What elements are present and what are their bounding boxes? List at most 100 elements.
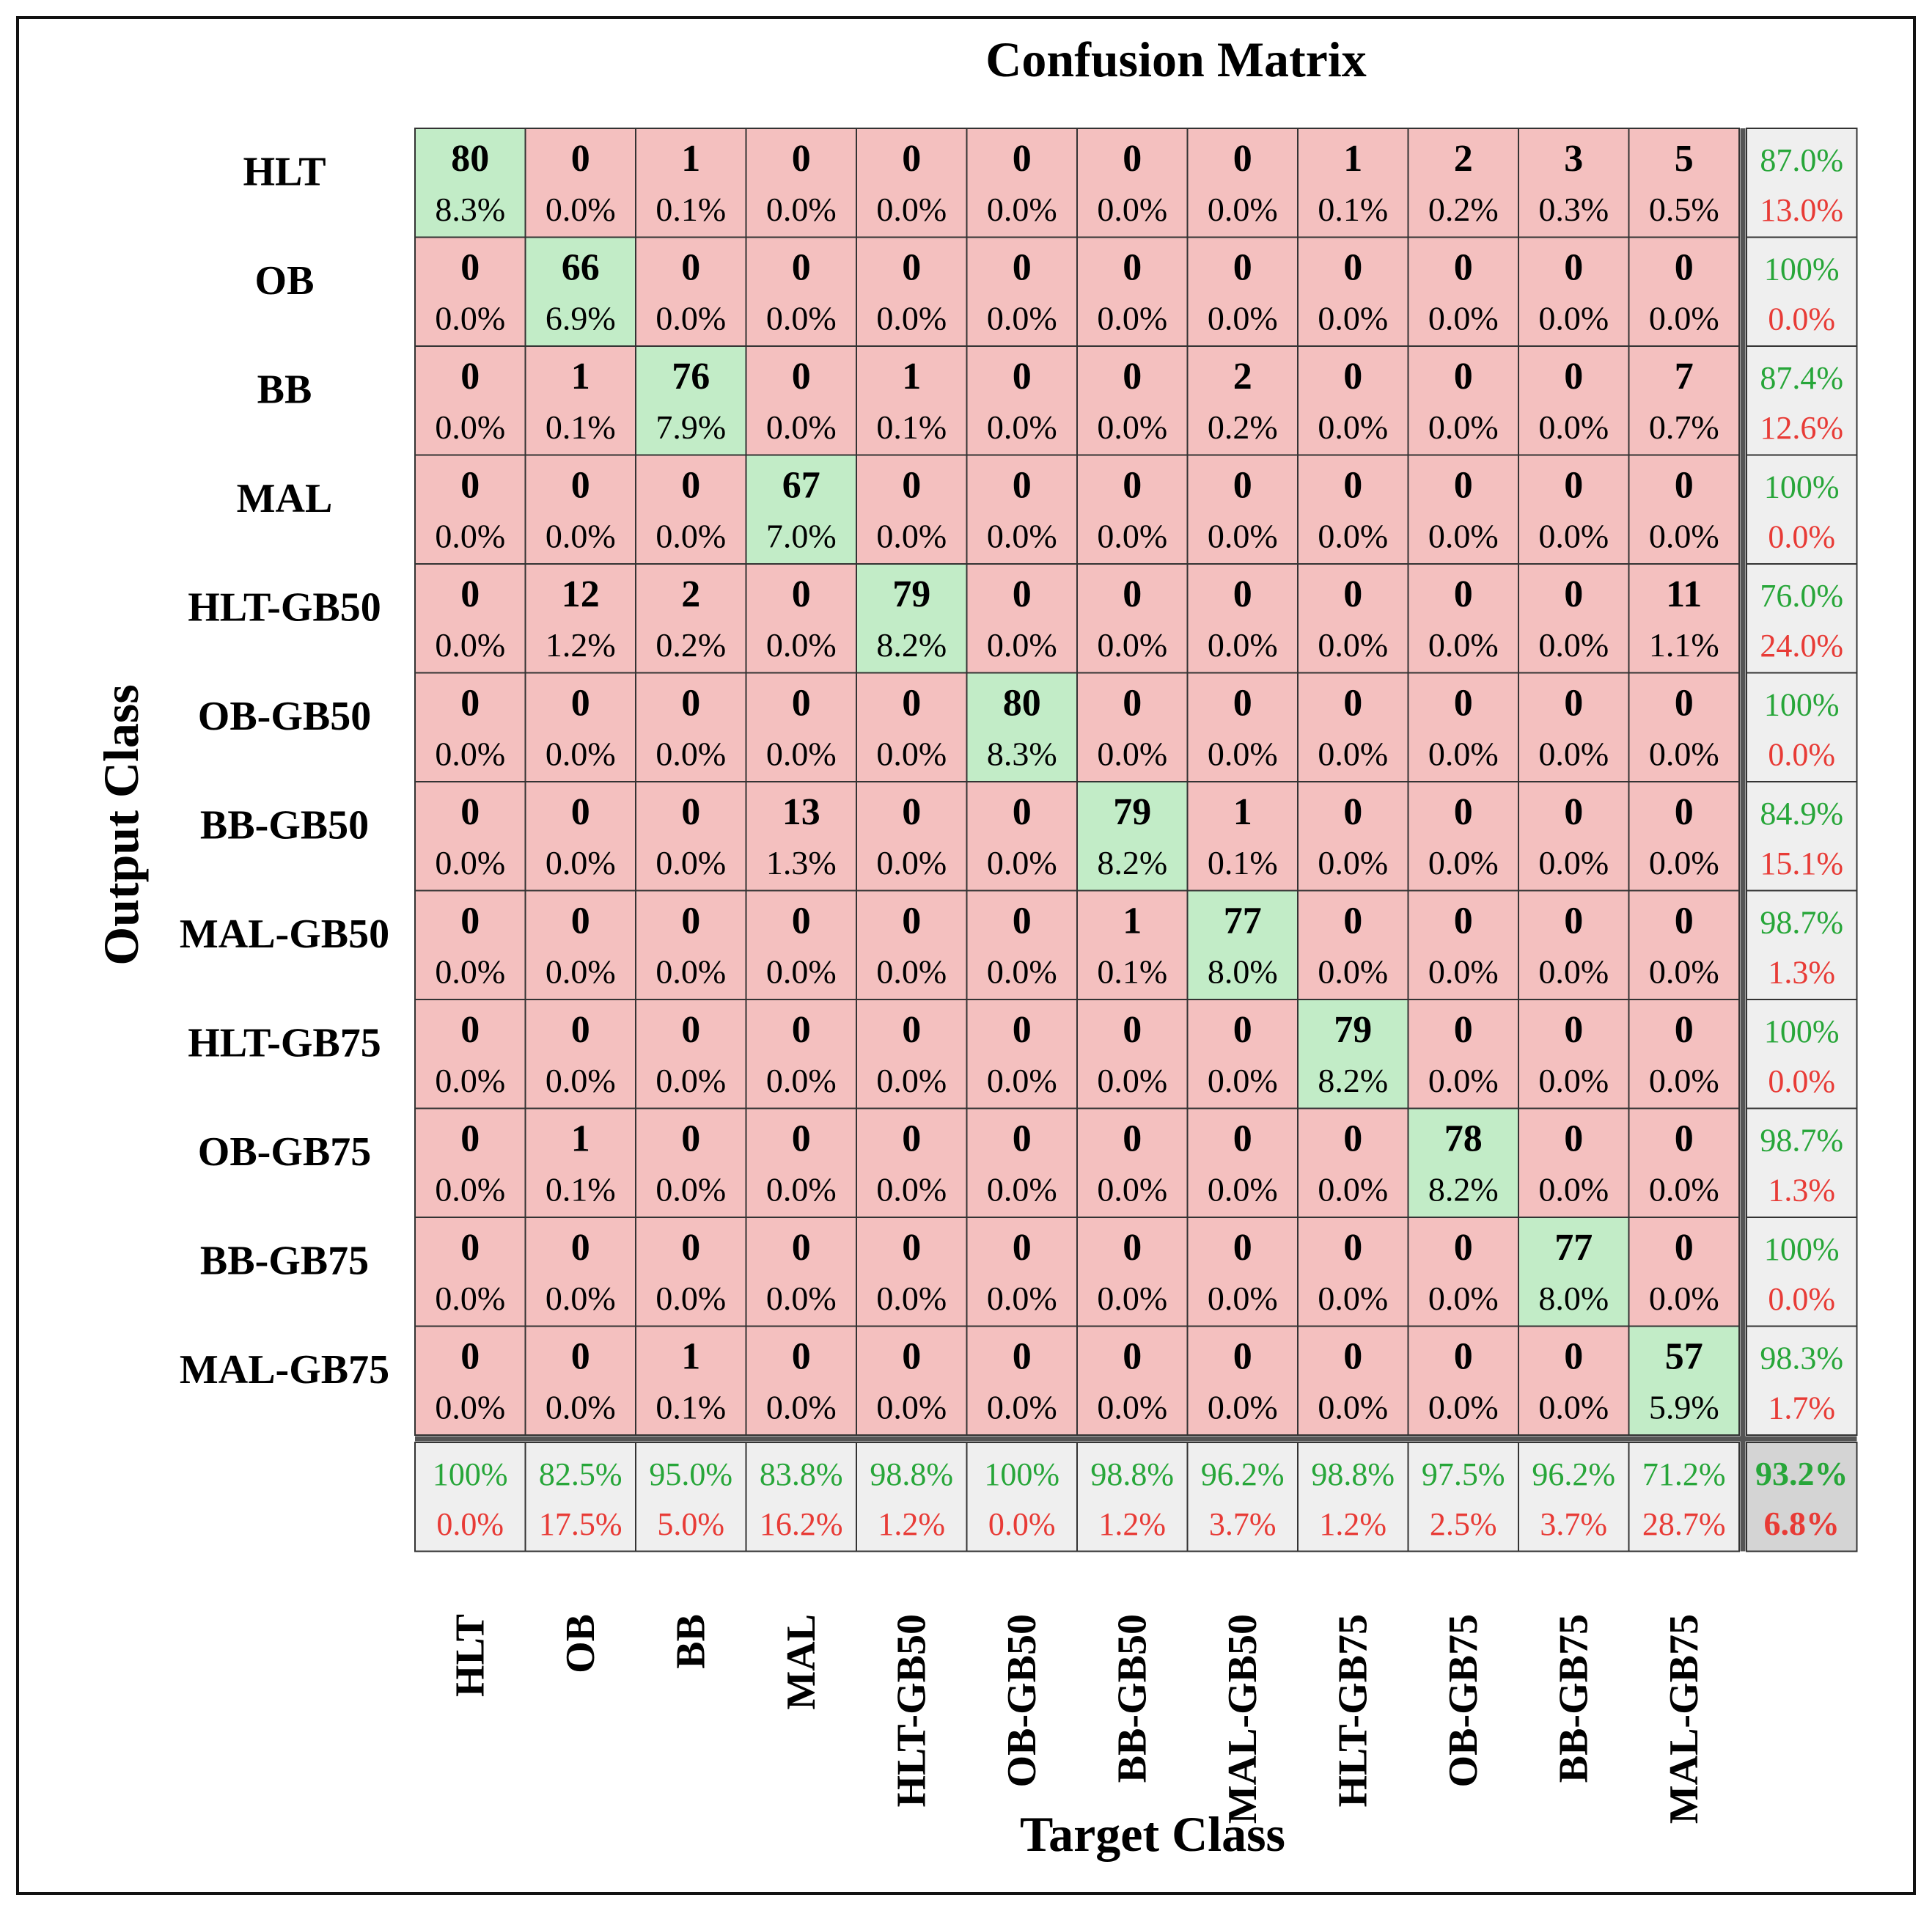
cell-count: 0 [902,1009,921,1051]
row-precision: 100% [1764,1013,1840,1049]
matrix-cell [635,236,747,347]
column-label: OB-GB50 [999,1614,1045,1787]
column-summary-cell [1518,1442,1630,1552]
column-label: BB-GB75 [1551,1614,1596,1783]
matrix-cell [856,345,968,456]
cell-percent: 0.0% [1318,408,1388,446]
matrix-cell [1297,454,1409,565]
cell-percent: 0.0% [876,1171,947,1208]
cell-percent: 8.2% [1428,1171,1499,1208]
row-error: 1.3% [1768,1173,1835,1208]
matrix-cell [745,1217,857,1327]
cell-percent: 0.0% [1538,518,1609,555]
matrix-cell [966,890,1078,1000]
cell-count: 0 [902,1227,921,1269]
matrix-cell [1407,781,1519,892]
chart-title: Confusion Matrix [985,32,1366,87]
column-summary-cell [745,1442,857,1552]
cell-count: 0 [902,247,921,289]
matrix-cell [1628,454,1740,565]
matrix-cell [1186,890,1299,1000]
cell-count: 0 [1123,1009,1142,1051]
matrix-cell [635,672,747,782]
cell-count: 76 [672,356,710,397]
column-label: BB-GB50 [1109,1614,1155,1783]
cell-percent: 0.0% [435,736,505,773]
column-label: MAL-GB75 [1661,1614,1707,1824]
row-label: BB [257,367,312,412]
cell-percent: 5.9% [1649,1389,1719,1426]
cell-count: 0 [1564,1336,1583,1378]
cell-count: 0 [1564,465,1583,507]
cell-percent: 0.0% [766,953,837,991]
matrix-cell [745,999,857,1109]
cell-count: 0 [681,247,700,289]
cell-percent: 8.2% [1097,844,1167,881]
cell-count: 0 [792,247,811,289]
matrix-cell [745,563,857,674]
cell-percent: 0.0% [435,844,505,881]
cell-percent: 0.0% [876,1062,947,1099]
cell-percent: 0.1% [546,1171,616,1208]
column-recall: 98.8% [1311,1456,1395,1492]
row-summary-cell [1746,890,1858,1000]
cell-count: 0 [1454,791,1473,833]
column-error: 3.7% [1209,1506,1277,1542]
matrix-cell [1628,1325,1740,1436]
matrix-cell [1186,128,1299,238]
cell-count: 0 [460,573,480,615]
matrix-cell [1076,1217,1189,1327]
y-axis-title: Output Class [93,684,149,966]
cell-percent: 0.2% [655,626,726,664]
matrix-cell [1186,999,1299,1109]
cell-percent: 0.7% [1649,408,1719,446]
row-label: MAL-GB75 [180,1347,389,1393]
cell-count: 0 [460,901,480,942]
column-label: OB-GB75 [1441,1614,1486,1787]
matrix-cell [1186,1325,1299,1436]
column-label: OB [558,1614,603,1673]
cell-count: 0 [1343,1118,1362,1160]
cell-percent: 0.3% [1538,191,1609,228]
cell-percent: 0.0% [1318,626,1388,664]
cell-percent: 0.0% [546,844,616,881]
matrix-cell [414,128,526,238]
cell-percent: 7.0% [766,518,837,555]
cell-count: 0 [1675,465,1694,507]
cell-count: 0 [1123,1118,1142,1160]
matrix-cell [856,781,968,892]
row-label: HLT-GB75 [188,1020,381,1065]
cell-percent: 0.0% [987,191,1057,228]
cell-percent: 1.1% [1649,626,1719,664]
cell-count: 0 [902,901,921,942]
matrix-cell [635,890,747,1000]
matrix-cell [414,890,526,1000]
cell-percent: 0.0% [1428,1280,1499,1317]
column-error: 16.2% [760,1506,843,1542]
cell-count: 1 [571,1118,590,1160]
row-labels: HLT OB BB MAL HLT-GB50 OB-GB50 BB-GB50 MAL-GB50… [180,149,389,1393]
cell-count: 0 [681,465,700,507]
cell-percent: 0.0% [876,736,947,773]
matrix-cell [1407,454,1519,565]
cell-percent: 0.0% [546,736,616,773]
matrix-cell [524,563,636,674]
matrix-cells: 80 8.3% 0 0.0% 1 0.1% 0 0.0% 0 0.0% 0 0.0% 0 0.0% 0 0.0… [414,128,1858,1552]
cell-percent: 0.0% [1649,1062,1719,1099]
row-precision: 100% [1764,469,1840,505]
cell-count: 0 [1233,1009,1252,1051]
cell-count: 0 [681,1118,700,1160]
cell-percent: 0.0% [1318,844,1388,881]
cell-percent: 0.0% [1649,518,1719,555]
cell-count: 0 [1123,683,1142,725]
matrix-cell [1407,890,1519,1000]
cell-count: 2 [1454,138,1473,180]
cell-count: 11 [1666,573,1702,615]
cell-percent: 0.0% [435,626,505,664]
row-error: 0.0% [1768,301,1835,337]
cell-count: 12 [562,573,600,615]
cell-percent: 0.0% [1428,1062,1499,1099]
matrix-cell [1518,999,1630,1109]
cell-percent: 0.1% [876,408,947,446]
matrix-cell [1297,236,1409,347]
